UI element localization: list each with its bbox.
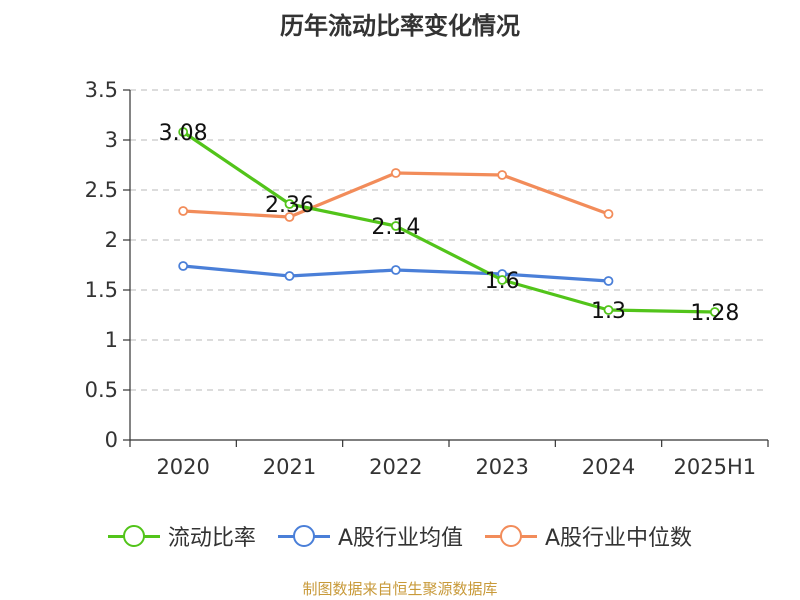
legend-swatch-median [485,524,537,548]
y-tick-label: 1 [105,328,118,352]
data-label: 3.08 [159,121,208,146]
y-tick-label: 2 [105,228,118,252]
x-tick-label: 2022 [369,455,422,479]
legend-item-mean[interactable]: A股行业均值 [277,520,463,552]
data-source-note: 制图数据来自恒生聚源数据库 [302,580,498,598]
y-tick-label: 0 [105,428,118,452]
y-tick-label: 3.5 [85,78,118,102]
data-label: 2.14 [371,215,420,240]
grid-lines [130,89,768,391]
series-lines [178,127,720,317]
data-point[interactable] [603,305,614,315]
data-point[interactable] [603,276,614,286]
legend-label-mean: A股行业均值 [337,526,463,551]
data-point[interactable] [603,209,614,219]
data-point[interactable] [178,206,189,216]
chart-title: 历年流动比率变化情况 [280,12,520,40]
y-tick-label: 2.5 [85,178,118,202]
series-line [182,130,715,314]
x-tick-label: 2025H1 [674,455,757,479]
legend: 流动比率 A股行业均值 A股行业中位数 [0,520,800,552]
legend-item-median[interactable]: A股行业中位数 [485,520,692,552]
legend-swatch-mean [277,524,330,548]
series-line [183,171,610,219]
axes: 0 0.5 1 1.5 2 2.5 3 3.5 2020 2021 2022 2023 2024 2025… [85,78,769,479]
x-tick-label: 2020 [156,455,209,479]
data-label: 2.36 [265,193,314,218]
data-point[interactable] [178,127,189,137]
y-tick-label: 3 [105,128,118,152]
data-label: 1.28 [690,301,739,326]
data-label: 1.6 [485,269,520,294]
data-point[interactable] [709,307,720,317]
x-tick-label: 2021 [263,455,316,479]
legend-swatch-ratio [107,524,160,548]
data-point[interactable] [497,170,508,180]
data-point[interactable] [284,271,295,281]
data-point[interactable] [178,261,189,271]
data-point[interactable] [284,199,295,209]
y-tick-label: 0.5 [85,378,118,402]
y-tick-label: 1.5 [85,278,118,302]
data-point[interactable] [390,168,401,178]
x-tick-label: 2024 [582,455,635,479]
data-labels: 3.08 2.36 2.14 1.6 1.3 1.28 [159,121,740,326]
legend-label-median: A股行业中位数 [545,526,693,551]
data-point[interactable] [284,212,295,222]
data-point[interactable] [497,275,508,285]
data-point[interactable] [390,221,401,231]
legend-label-ratio: 流动比率 [167,526,256,551]
x-tick-label: 2023 [475,455,528,479]
data-label: 1.3 [591,299,626,324]
data-point[interactable] [390,265,401,275]
legend-item-ratio[interactable]: 流动比率 [107,520,256,552]
